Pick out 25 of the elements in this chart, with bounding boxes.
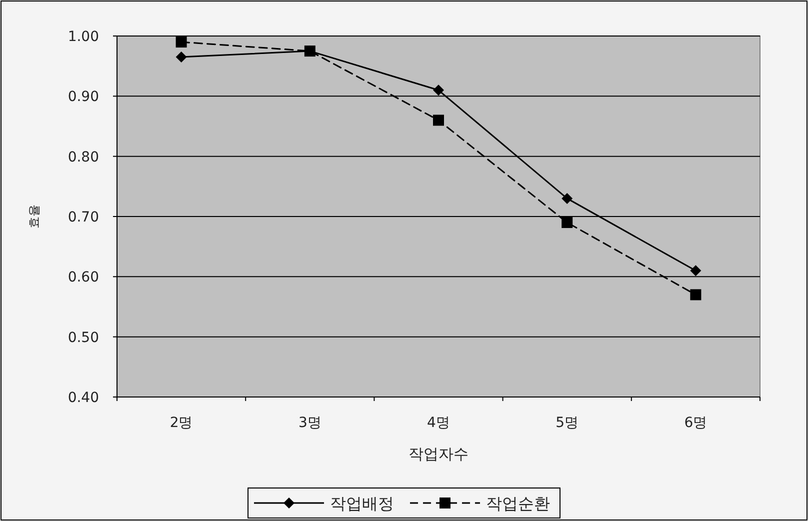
point	[304, 46, 316, 57]
legend-label: 작업순환	[486, 494, 550, 513]
point	[562, 217, 573, 228]
point	[690, 265, 702, 276]
y-tick-label: 0.40	[68, 390, 99, 406]
x-tick-label: 4명	[427, 415, 450, 431]
y-axis-title: 효율	[27, 204, 41, 228]
x-tick-label: 5명	[556, 415, 579, 431]
x-tick-label: 6명	[684, 415, 708, 431]
point	[433, 114, 444, 126]
point	[690, 289, 702, 300]
point	[433, 84, 444, 96]
point	[176, 52, 187, 63]
y-tick-label: 0.90	[68, 89, 99, 106]
x-axis-title: 작업자수	[408, 445, 468, 463]
legend-label: 작업배정	[330, 494, 394, 513]
y-tick-label: 0.80	[68, 149, 99, 166]
y-tick-label: 0.70	[68, 210, 99, 226]
y-tick-label: 0.60	[68, 270, 99, 286]
y-tick-label: 1.00	[68, 29, 99, 45]
x-tick-label: 3명	[298, 415, 322, 431]
x-tick-label: 2명	[170, 415, 193, 431]
point	[176, 36, 187, 48]
point	[562, 192, 573, 204]
y-tick-label: 0.50	[68, 330, 99, 346]
